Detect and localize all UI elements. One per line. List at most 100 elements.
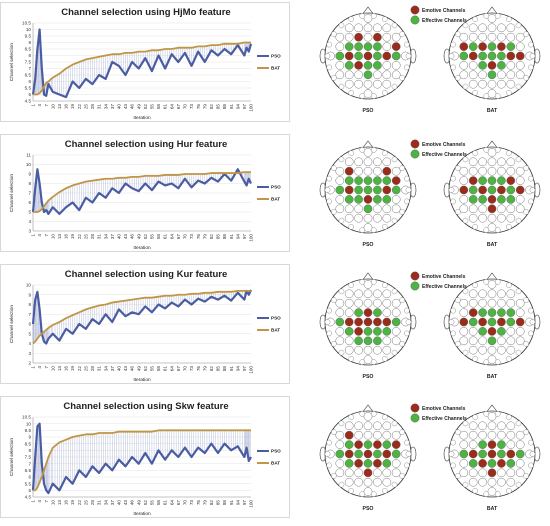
y-tick-label: 10.5 (22, 21, 31, 26)
electrode-ring (494, 491, 501, 497)
electrode-ring (506, 282, 512, 288)
electrode-ring (450, 175, 456, 182)
electrode (373, 79, 382, 89)
electrode-ring (528, 439, 534, 446)
electrode-effective (506, 42, 516, 51)
electrode-ring (523, 429, 529, 435)
electrode (468, 213, 478, 223)
chart-panel-kur: Channel selection using Kur feature 2 3 4 5 6… (0, 264, 290, 384)
x-tick-label: 10 (50, 366, 55, 372)
electrode-emotive (478, 42, 487, 51)
electrode-ring (506, 90, 512, 96)
electrode (363, 345, 373, 355)
electrode (373, 468, 382, 478)
x-tick-label: 67 (176, 366, 181, 372)
x-tick-label: 94 (235, 366, 240, 372)
electrode (459, 176, 469, 185)
electrode (506, 440, 516, 449)
electrode (478, 79, 487, 89)
x-tick-label: 40 (116, 234, 121, 240)
electrode (459, 430, 469, 440)
electrode (468, 345, 478, 355)
electrode (478, 157, 487, 167)
electrode (391, 430, 401, 440)
electrode (382, 336, 392, 346)
x-tick-label: 49 (136, 500, 141, 506)
series-line-pso (31, 168, 252, 216)
electrode-ring (455, 31, 461, 37)
x-tick-label: 28 (90, 104, 95, 110)
electrode-emotive (391, 176, 401, 185)
electrode (515, 336, 525, 346)
x-tick-label: 97 (242, 234, 247, 240)
electrode-ring (528, 462, 534, 469)
electrode-effective (363, 61, 373, 70)
y-tick-label: 9 (28, 40, 31, 45)
x-tick-label: 100 (249, 500, 254, 508)
electrode (468, 204, 478, 214)
electrode (487, 487, 497, 496)
nose (486, 404, 498, 412)
electrode (391, 195, 401, 204)
electrode-ring (359, 147, 366, 153)
electrode (344, 468, 354, 478)
electrode-ring (506, 224, 512, 230)
electrode (459, 468, 469, 478)
electrode-effective (459, 51, 469, 61)
electrode-ring (331, 209, 337, 215)
chart-hur: Channel selection using Hur feature34567… (9, 139, 281, 251)
y-tick-label: 6 (28, 322, 31, 327)
x-tick-label: 13 (57, 234, 62, 240)
electrode (515, 298, 525, 308)
electrode-ring (338, 217, 345, 224)
electrode-effective (487, 51, 497, 61)
electrode-effective (344, 61, 354, 70)
electrode (506, 213, 516, 223)
electrode (354, 204, 363, 214)
electrode-ring (324, 319, 331, 325)
electrode-ring (483, 147, 490, 153)
electrode-ring (462, 349, 469, 356)
x-tick-label: 43 (123, 366, 128, 372)
electrode-emotive (487, 449, 497, 459)
electrode (335, 42, 345, 51)
electrode-ring (528, 64, 534, 71)
electrode (382, 308, 392, 317)
electrode-ring (494, 147, 501, 153)
electrode (506, 32, 516, 42)
electrode-ring (529, 451, 536, 457)
y-tick-label: 7 (28, 312, 31, 317)
electrode-emotive (506, 51, 516, 61)
electrode-effective (468, 459, 478, 468)
electrode (335, 204, 345, 214)
electrode (487, 157, 497, 167)
electrode-emotive (363, 308, 373, 317)
electrode-ring (472, 282, 478, 288)
electrode (363, 14, 373, 23)
electrode-ring (472, 356, 478, 362)
electrode-ring (331, 31, 337, 37)
electrode (497, 204, 506, 214)
electrode (354, 298, 363, 308)
electrode (363, 487, 373, 496)
electrode (515, 166, 525, 176)
x-tick-label: 25 (83, 366, 88, 372)
electrode-effective (506, 195, 516, 204)
electrode-ring (399, 75, 405, 81)
electrode-emotive (382, 166, 392, 176)
electrode-ring (348, 488, 354, 494)
electrode-effective (373, 176, 382, 185)
electrode (459, 298, 469, 308)
electrode-ring (523, 473, 529, 479)
electrode-ring (450, 64, 456, 71)
electrode-ring (338, 22, 345, 29)
electrode-ring (404, 64, 410, 71)
electrode (497, 70, 506, 80)
electrode (335, 166, 345, 176)
legend-label-pso: PSO (271, 54, 281, 59)
electrode (354, 213, 363, 223)
y-tick-label: 2 (28, 361, 31, 366)
electrode-effective (363, 204, 373, 214)
electrode (373, 289, 382, 299)
electrode-ring (462, 83, 469, 90)
